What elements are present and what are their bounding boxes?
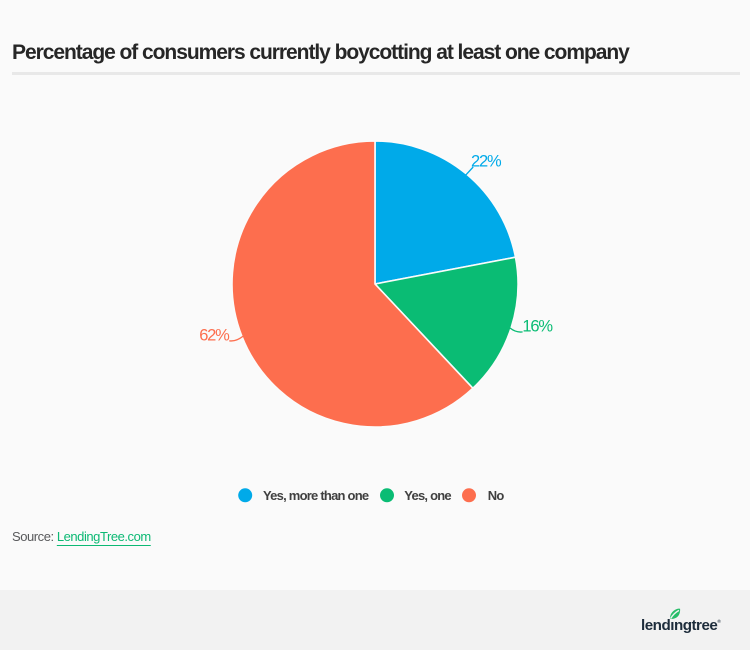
svg-text:22%: 22%: [471, 153, 502, 171]
svg-text:No: No: [488, 488, 505, 503]
svg-text:Yes, more than one: Yes, more than one: [263, 488, 369, 503]
svg-text:Yes, one: Yes, one: [404, 488, 451, 503]
svg-text:62%: 62%: [199, 326, 230, 344]
svg-text:16%: 16%: [522, 317, 553, 335]
